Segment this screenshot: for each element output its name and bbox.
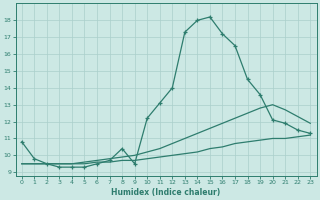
X-axis label: Humidex (Indice chaleur): Humidex (Indice chaleur)	[111, 188, 221, 197]
